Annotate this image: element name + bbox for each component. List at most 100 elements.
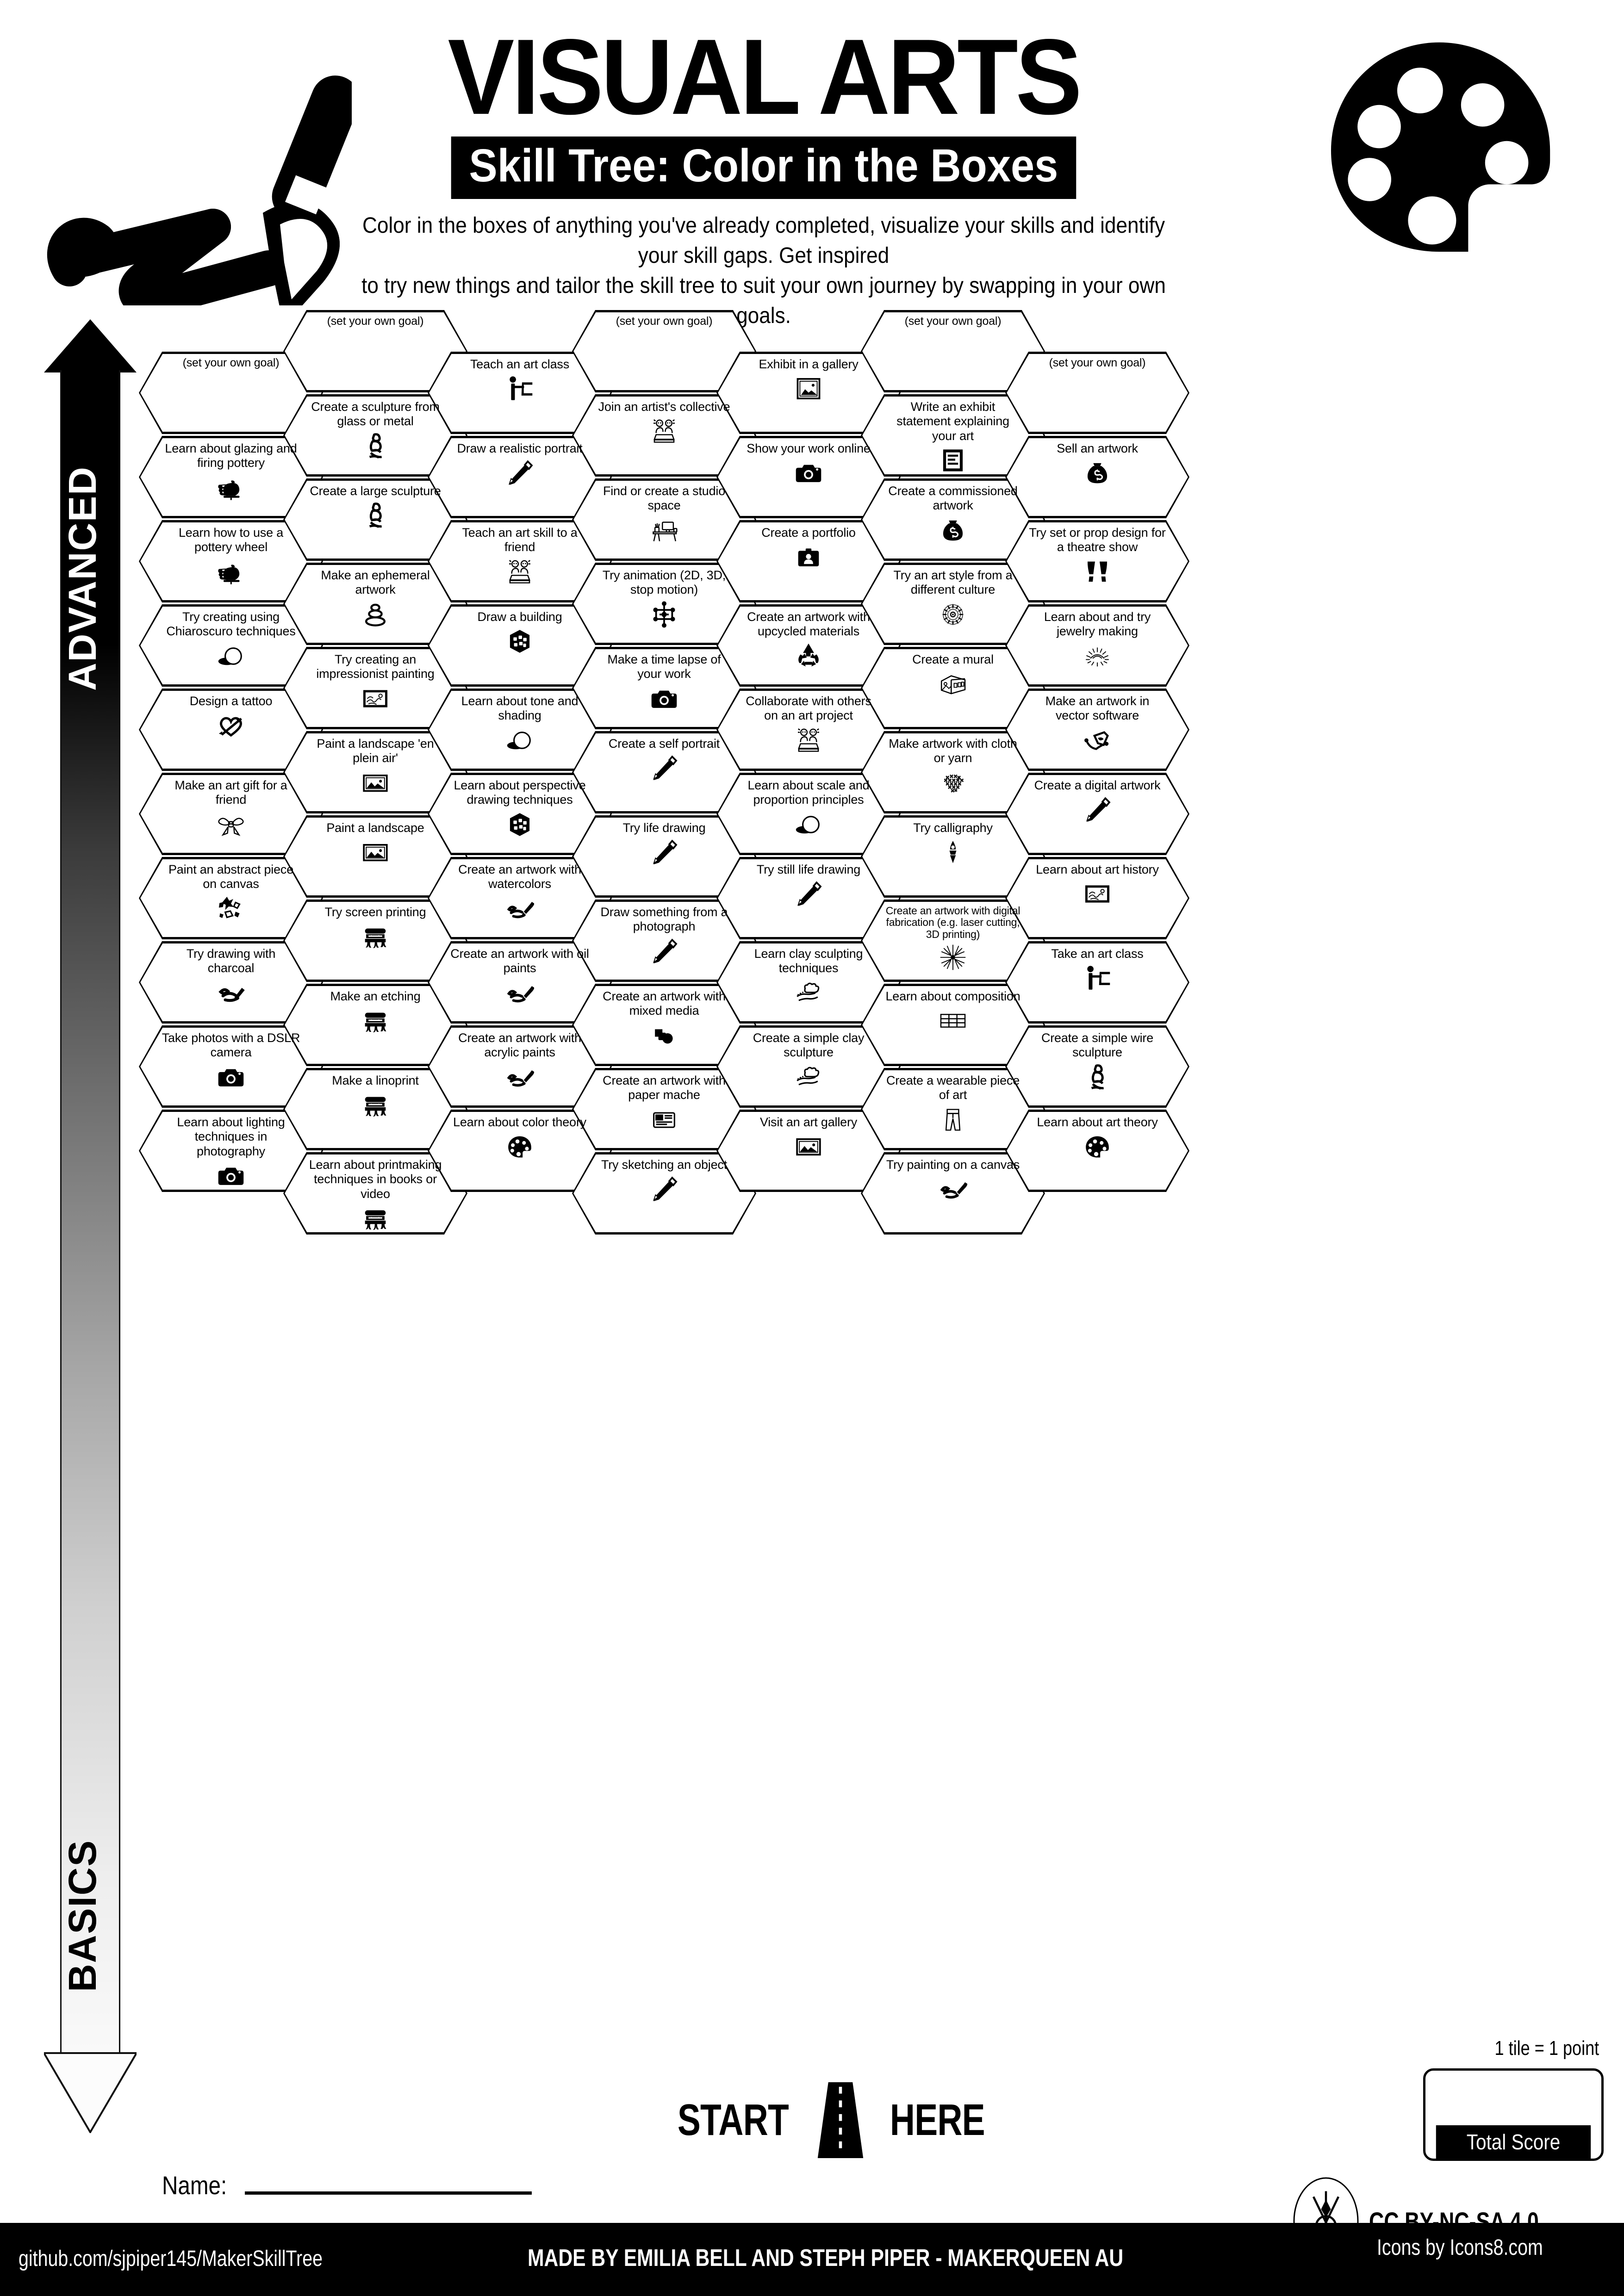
skill-tile-label: Create a portfolio bbox=[761, 526, 856, 540]
hex-content: Try creating using Chiaroscuro technique… bbox=[162, 604, 300, 670]
skill-tile-label: Paint an abstract piece on canvas bbox=[168, 863, 294, 891]
skill-tile-label: Visit an art gallery bbox=[759, 1115, 858, 1129]
hex-content: Make a time lapse of your work bbox=[595, 647, 734, 713]
hex-content: Make an ephemeral artwork bbox=[306, 563, 445, 629]
skill-tile[interactable]: Try set or prop design for a theatre sho… bbox=[1005, 520, 1189, 602]
hex-content: (set your own goal) bbox=[162, 352, 300, 370]
skill-tile-label: Paint a landscape 'en plein air' bbox=[317, 737, 434, 765]
calligraphy-nib-icon bbox=[939, 838, 967, 867]
print-press-icon bbox=[361, 1091, 390, 1119]
skill-tile[interactable]: Create a wearable piece of art bbox=[861, 1068, 1045, 1150]
pencil-icon bbox=[650, 937, 678, 966]
skill-tile[interactable]: Create a simple wire sculpture bbox=[1005, 1025, 1189, 1108]
skill-tile[interactable]: Learn about lighting techniques in photo… bbox=[139, 1110, 323, 1192]
skill-tile[interactable]: Create an artwork with oil paints bbox=[428, 941, 612, 1024]
skill-tile[interactable]: Collaborate with others on an art projec… bbox=[716, 689, 901, 771]
skill-tile[interactable]: Learn about art theory bbox=[1005, 1110, 1189, 1192]
skill-tile[interactable]: Create an artwork with acrylic paints bbox=[428, 1025, 612, 1108]
skill-tile[interactable]: Make artwork with cloth or yarn bbox=[861, 731, 1045, 813]
cube-building-icon bbox=[505, 627, 534, 656]
skill-tile[interactable]: Try sketching an object bbox=[572, 1152, 756, 1235]
skill-tile-label: Learn about color theory bbox=[453, 1115, 586, 1129]
landscape-frame-icon bbox=[794, 1132, 823, 1161]
skill-tile-label: Learn clay sculpting techniques bbox=[754, 947, 863, 975]
name-input[interactable] bbox=[244, 2191, 532, 2195]
skill-tile[interactable]: Write an exhibit statement explaining yo… bbox=[861, 394, 1045, 477]
skill-tile-label: (set your own goal) bbox=[1049, 356, 1146, 369]
skill-tile-label: Take an art class bbox=[1051, 947, 1144, 961]
skill-tile-blank[interactable]: (set your own goal) bbox=[1005, 352, 1189, 434]
arrow-down-icon bbox=[44, 2052, 137, 2133]
footer-repo-link[interactable]: github.com/sjpiper145/MakerSkillTree bbox=[19, 2246, 323, 2271]
skill-tile[interactable]: Create a large sculpture bbox=[283, 478, 467, 561]
hex-content: Try calligraphy bbox=[884, 815, 1022, 867]
skill-tile-label: Try still life drawing bbox=[756, 863, 861, 876]
skill-tile[interactable]: Try creating using Chiaroscuro technique… bbox=[139, 604, 323, 687]
skill-tile-label: Create a commissioned artwork bbox=[888, 484, 1018, 513]
skill-tile[interactable]: Create an artwork with mixed media bbox=[572, 984, 756, 1066]
skill-tile[interactable]: Create a digital artwork bbox=[1005, 773, 1189, 855]
mural-building-icon bbox=[939, 670, 967, 698]
skill-tile[interactable]: Take an art class bbox=[1005, 941, 1189, 1024]
skill-tile[interactable]: Learn about printmaking techniques in bo… bbox=[283, 1152, 467, 1235]
hex-content: Create a large sculpture bbox=[306, 478, 445, 530]
stacked-stones-icon bbox=[361, 600, 390, 629]
skill-tile-label: Learn about art history bbox=[1036, 863, 1159, 876]
charcoal-stroke-icon bbox=[217, 979, 245, 1007]
skill-tile[interactable]: Sell an artwork bbox=[1005, 436, 1189, 518]
pencil-icon bbox=[794, 880, 823, 908]
hex-content: Make an artwork in vector software bbox=[1028, 689, 1167, 755]
skill-tile-label: Create an artwork with acrylic paints bbox=[458, 1031, 581, 1060]
name-field-row[interactable]: Name: bbox=[162, 2170, 532, 2200]
skill-tile[interactable]: Try painting on a canvas bbox=[861, 1152, 1045, 1235]
skill-tile[interactable]: Make an artwork in vector software bbox=[1005, 689, 1189, 771]
hex-content: Create an artwork with digital fabricati… bbox=[884, 900, 1022, 972]
teacher-board-icon bbox=[1083, 964, 1112, 993]
hex-content: Learn about color theory bbox=[450, 1110, 589, 1161]
skill-tile[interactable]: Draw something from a photograph bbox=[572, 900, 756, 982]
hex-content: Try screen printing bbox=[306, 900, 445, 951]
hex-content: (set your own goal) bbox=[884, 310, 1022, 328]
light-shadow-sphere-icon bbox=[217, 642, 245, 670]
skill-tile[interactable]: Learn how to use a pottery wheel bbox=[139, 520, 323, 602]
total-score-box[interactable]: 1 tile = 1 point Total Score bbox=[1423, 2037, 1604, 2175]
skill-tile[interactable]: Create an artwork with watercolors bbox=[428, 857, 612, 939]
skill-tree-grid: (set your own goal) Learn about glazing a… bbox=[0, 305, 1624, 2087]
skill-tile[interactable]: Join an artist's collective bbox=[572, 394, 756, 477]
hex-outline bbox=[1005, 1025, 1189, 1108]
page-subtitle: Skill Tree: Color in the Boxes bbox=[451, 137, 1076, 199]
hex-content: Visit an art gallery bbox=[739, 1110, 878, 1161]
tile-point-note: 1 tile = 1 point bbox=[1494, 2037, 1599, 2060]
hex-content: Learn about art history bbox=[1028, 857, 1167, 908]
total-score-label: Total Score bbox=[1436, 2125, 1591, 2159]
cross-stitch-heart-icon bbox=[939, 769, 967, 797]
money-bag-icon bbox=[939, 516, 967, 545]
skill-tile[interactable]: Make an ephemeral artwork bbox=[283, 563, 467, 645]
paintbrush-icon bbox=[28, 28, 360, 326]
light-shadow-sphere-icon bbox=[794, 810, 823, 839]
skill-tile[interactable]: Learn about and try jewelry making bbox=[1005, 604, 1189, 687]
skill-tile[interactable]: Learn about composition bbox=[861, 984, 1045, 1066]
page-title: VISUAL ARTS bbox=[448, 17, 1082, 137]
hex-content: Make an etching bbox=[306, 984, 445, 1035]
score-card[interactable]: Total Score bbox=[1423, 2068, 1604, 2161]
money-bag-icon bbox=[1083, 459, 1112, 487]
framed-painting-filled-icon bbox=[1083, 880, 1112, 908]
skill-tile[interactable]: Learn about art history bbox=[1005, 857, 1189, 939]
hex-content: Create an artwork with oil paints bbox=[450, 941, 589, 1007]
paintbrush-stroke-icon bbox=[505, 979, 534, 1007]
skill-tile-label: Make a linoprint bbox=[332, 1074, 419, 1087]
skill-tile[interactable]: Learn about perspective drawing techniqu… bbox=[428, 773, 612, 855]
hex-outline bbox=[1005, 604, 1189, 687]
skill-tile-label: Learn about composition bbox=[885, 989, 1020, 1003]
hex-content: Create a mural bbox=[884, 647, 1022, 698]
skill-tile[interactable]: Make a time lapse of your work bbox=[572, 647, 756, 729]
hex-content: Create a simple clay sculpture bbox=[739, 1025, 878, 1092]
hex-content: Join an artist's collective bbox=[595, 394, 734, 446]
portfolio-badge-icon bbox=[794, 543, 823, 571]
icons-credit: Icons by Icons8.com bbox=[1377, 2235, 1543, 2260]
skill-tile-label: Try set or prop design for a theatre sho… bbox=[1029, 526, 1166, 554]
skill-tile[interactable]: Create an artwork with digital fabricati… bbox=[861, 900, 1045, 982]
arrow-shaft bbox=[60, 370, 120, 2082]
hex-content: Create a simple wire sculpture bbox=[1028, 1025, 1167, 1092]
